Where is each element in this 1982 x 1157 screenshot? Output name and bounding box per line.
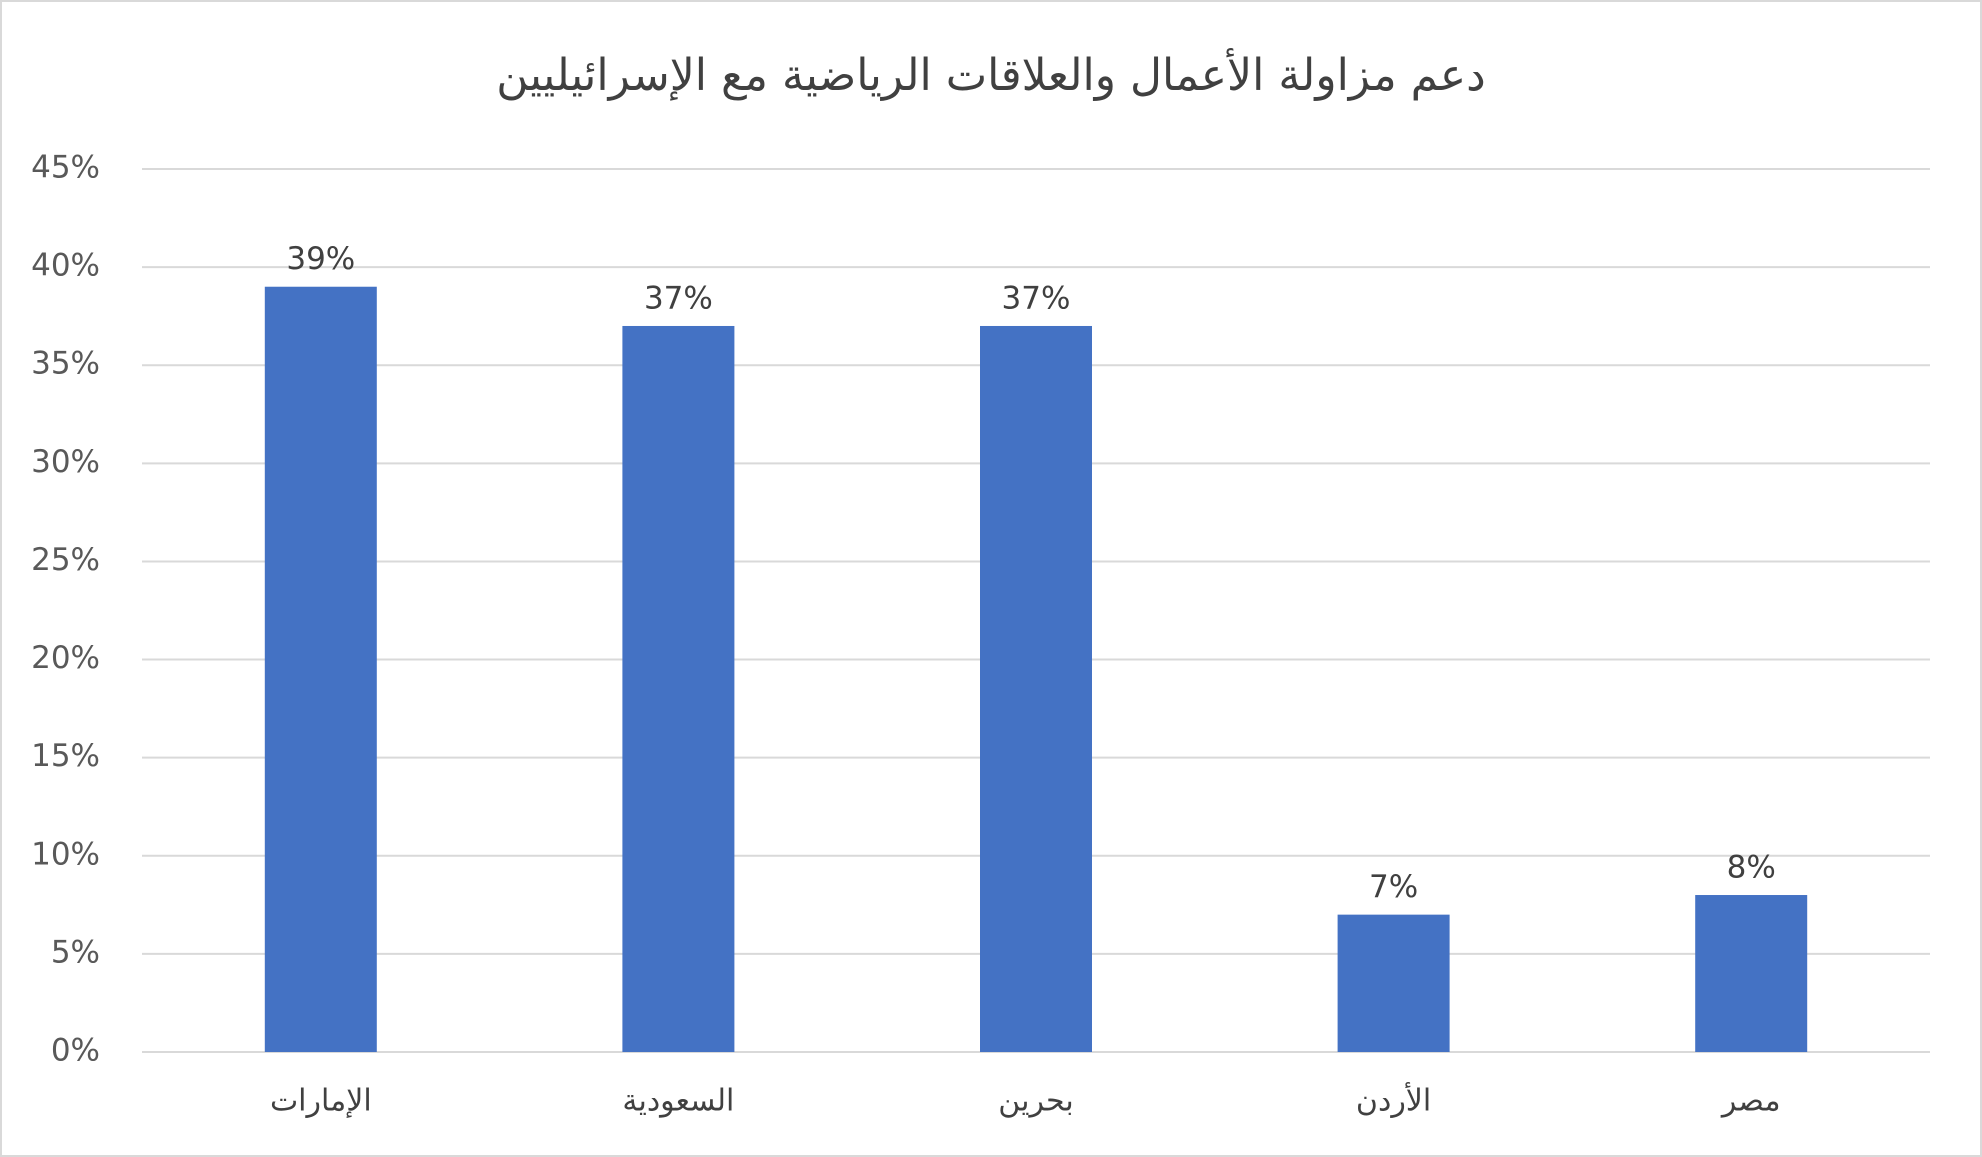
bar <box>980 325 1092 1052</box>
value-label: 7% <box>1369 869 1418 905</box>
bar <box>1695 895 1808 1052</box>
y-tick-label: 0% <box>51 1033 100 1069</box>
y-tick-label: 10% <box>31 836 100 872</box>
y-tick-label: 45% <box>31 150 100 186</box>
chart-title: دعم مزاولة الأعمال والعلاقات الرياضية مع… <box>496 47 1486 101</box>
bar <box>1337 914 1450 1052</box>
y-tick-label: 15% <box>31 738 100 774</box>
y-tick-label: 25% <box>31 542 100 578</box>
x-tick-label: السعودية <box>622 1084 734 1119</box>
value-label: 8% <box>1727 850 1776 886</box>
bar <box>622 325 735 1052</box>
x-tick-label: مصر <box>1720 1084 1781 1119</box>
y-tick-label: 5% <box>51 934 100 970</box>
value-label: 39% <box>286 241 355 277</box>
x-tick-label: الإمارات <box>270 1084 372 1119</box>
x-tick-label: بحرين <box>998 1084 1073 1119</box>
y-tick-label: 20% <box>31 640 100 676</box>
x-tick-label: الأردن <box>1356 1081 1431 1119</box>
y-tick-label: 30% <box>31 444 100 480</box>
value-label: 37% <box>1002 280 1071 316</box>
value-label: 37% <box>644 280 713 316</box>
y-tick-label: 35% <box>31 346 100 382</box>
y-tick-label: 40% <box>31 248 100 284</box>
bar <box>264 286 377 1052</box>
